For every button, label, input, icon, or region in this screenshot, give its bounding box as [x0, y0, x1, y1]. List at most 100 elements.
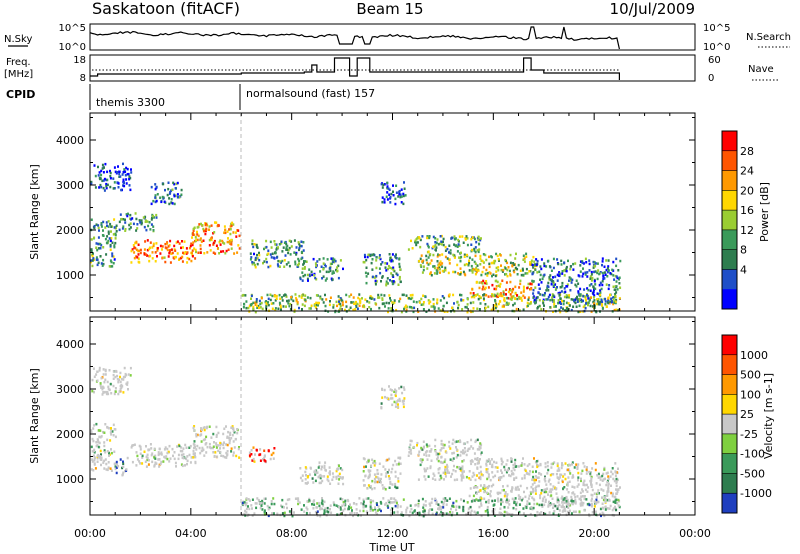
vel-cell: [93, 451, 96, 454]
power-cell: [528, 302, 531, 306]
vel-cell: [322, 504, 325, 507]
vel-cell: [536, 476, 539, 479]
power-cell: [219, 239, 222, 242]
vel-cell: [602, 489, 605, 492]
power-cell: [155, 199, 158, 203]
power-cell: [428, 235, 431, 238]
vel-cell: [306, 500, 309, 503]
power-cell: [422, 265, 425, 268]
power-cell: [509, 253, 512, 257]
power-cell: [598, 292, 600, 296]
vel-cell: [420, 460, 423, 464]
power-cell: [368, 306, 371, 309]
vel-cell: [546, 461, 549, 464]
power-colorbar-label: Power [dB]: [758, 182, 771, 242]
power-cell: [562, 307, 564, 310]
vel-cell: [196, 444, 199, 448]
power-cell: [275, 248, 278, 251]
power-cell: [259, 306, 262, 309]
power-cell: [390, 192, 393, 196]
vel-cell: [362, 479, 365, 482]
vel-cell: [549, 502, 552, 505]
power-cell: [258, 258, 261, 262]
vel-cell: [383, 486, 386, 489]
power-cell: [592, 266, 595, 269]
power-cell: [195, 238, 198, 241]
power-cell: [560, 263, 563, 266]
power-cell: [201, 224, 204, 227]
vel-cell: [320, 475, 323, 478]
power-cell: [428, 308, 430, 312]
vel-cell: [395, 402, 398, 405]
vel-cell: [552, 473, 555, 476]
vel-cell: [514, 458, 517, 462]
vel-cell: [479, 489, 482, 492]
power-cell: [532, 296, 535, 299]
vel-cell: [430, 501, 433, 504]
power-cell: [471, 271, 474, 274]
vel-cell: [199, 451, 202, 455]
power-cell: [121, 173, 124, 176]
vel-cell: [559, 513, 561, 516]
nsearch-tick-bottom: 10^0: [703, 42, 730, 53]
power-cell: [584, 307, 587, 310]
power-cell: [563, 261, 566, 264]
power-cell: [253, 252, 255, 256]
vel-cell: [304, 482, 307, 485]
power-cell: [103, 166, 105, 169]
vel-cell: [97, 445, 100, 449]
power-cell: [539, 278, 542, 281]
power-cell: [536, 271, 539, 274]
power-cell: [131, 248, 134, 251]
vel-cell: [523, 490, 525, 494]
power-cell: [502, 291, 505, 295]
power-cell: [329, 296, 332, 299]
power-cell: [432, 298, 435, 301]
power-cell: [288, 264, 291, 268]
vel-cell: [473, 452, 476, 455]
vel-cell: [105, 392, 108, 396]
vel-cell: [571, 461, 574, 464]
vel-cell: [583, 495, 586, 498]
vel-cell: [480, 452, 482, 456]
power-cell: [583, 304, 586, 307]
power-cell: [473, 295, 476, 299]
vel-cell: [255, 506, 258, 510]
power-cell: [473, 260, 476, 264]
vel-cell: [114, 375, 117, 379]
vel-cell: [506, 493, 509, 496]
power-cell: [601, 271, 604, 275]
power-cell: [400, 195, 403, 198]
power-cell: [192, 232, 194, 235]
vel-cell: [99, 455, 102, 458]
power-cell: [563, 295, 566, 299]
vel-cell: [583, 509, 586, 512]
vel-cell: [435, 502, 438, 505]
power-cell: [167, 245, 170, 248]
power-cell: [426, 242, 429, 246]
power-cell: [104, 237, 107, 241]
power-cell: [551, 280, 554, 283]
vel-cell: [114, 435, 117, 439]
power-cell: [472, 307, 475, 310]
vel-cell: [536, 465, 539, 469]
vel-cell: [472, 494, 475, 498]
power-cell: [443, 268, 446, 272]
vel-cell: [601, 474, 604, 478]
power-cell: [166, 193, 169, 197]
power-cell: [273, 295, 276, 298]
power-cell: [191, 249, 194, 252]
power-cell: [280, 240, 283, 243]
vel-cell: [476, 462, 479, 465]
vel-cell: [131, 444, 134, 447]
power-cell: [606, 275, 609, 278]
vel-cell: [435, 452, 438, 455]
vel-cell: [143, 450, 146, 453]
vel-cell: [500, 459, 503, 462]
power-cell: [501, 279, 504, 282]
power-cell: [275, 243, 278, 246]
vel-cell: [158, 463, 161, 467]
power-cell: [587, 297, 590, 300]
vel-cell: [451, 459, 454, 462]
power-cell: [182, 246, 184, 249]
